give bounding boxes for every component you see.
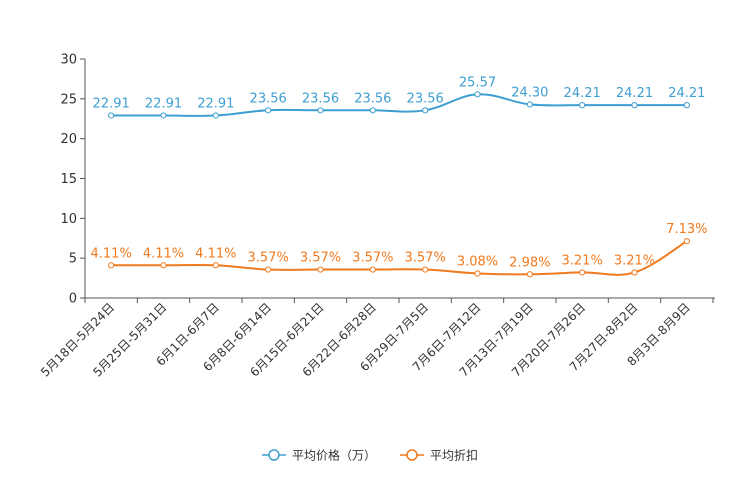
legend-item-1[interactable]: 平均价格（万） [262, 448, 376, 463]
series-2-data-label: 2.98% [509, 255, 550, 270]
y-tick-label: 10 [60, 212, 77, 227]
legend-marker-icon [406, 449, 418, 461]
series-2-point[interactable] [683, 238, 690, 245]
series-2-data-label: 3.08% [457, 254, 498, 269]
series-1-point[interactable] [422, 107, 429, 114]
series-1-point[interactable] [526, 101, 533, 108]
legend-label: 平均折扣 [430, 448, 478, 463]
series-1-data-label: 23.56 [250, 91, 287, 106]
series-2-data-label: 7.13% [666, 222, 707, 237]
series-1-point[interactable] [474, 91, 481, 98]
series-2-point[interactable] [160, 262, 167, 269]
legend-item-2[interactable]: 平均折扣 [400, 448, 478, 463]
series-2-point[interactable] [631, 269, 638, 276]
series-2-data-label: 4.11% [143, 246, 184, 261]
series-1-data-label: 23.56 [302, 91, 339, 106]
series-1-point[interactable] [579, 102, 586, 109]
series-1-point[interactable] [212, 112, 219, 119]
series-2-data-label: 3.21% [562, 253, 603, 268]
series-1-point[interactable] [683, 102, 690, 109]
series-1-data-label: 22.91 [197, 96, 234, 111]
series-2-data-label: 3.57% [352, 251, 393, 266]
y-axis: 0 5 10 15 20 25 30 [60, 53, 86, 307]
series-2-data-label: 4.11% [195, 246, 236, 261]
series-1-data-label: 22.91 [93, 96, 130, 111]
series-2-point[interactable] [108, 262, 115, 269]
series-1-data-label: 23.56 [354, 91, 391, 106]
series-1-point[interactable] [369, 107, 376, 114]
series-2-point[interactable] [422, 266, 429, 273]
series-1-data-label: 24.30 [511, 85, 548, 100]
legend-marker-icon [268, 449, 280, 461]
series-1-data-label: 24.21 [564, 86, 601, 101]
plot-area: 22.91 22.91 22.91 23.56 23.56 23.56 23.56 25.57… [91, 75, 707, 278]
series-1-point[interactable] [160, 112, 167, 119]
y-tick-label: 5 [69, 252, 77, 267]
series-2-point[interactable] [526, 271, 533, 278]
series-2-data-label: 3.57% [405, 251, 446, 266]
series-2-point[interactable] [579, 269, 586, 276]
y-tick-label: 25 [60, 92, 77, 107]
y-tick-label: 20 [60, 132, 77, 147]
series-1-point[interactable] [108, 112, 115, 119]
series-2-point[interactable] [474, 270, 481, 277]
y-tick-label: 15 [60, 172, 77, 187]
series-1-data-label: 23.56 [407, 91, 444, 106]
series-1-point[interactable] [631, 102, 638, 109]
series-2-point[interactable] [265, 266, 272, 273]
series-line-2 [111, 240, 688, 276]
legend-label: 平均价格（万） [292, 448, 376, 463]
series-2-point[interactable] [317, 266, 324, 273]
legend[interactable]: 平均价格（万） 平均折扣 [262, 448, 478, 463]
series-1-point[interactable] [317, 107, 324, 114]
series-2-data-label: 3.57% [248, 251, 289, 266]
series-2-point[interactable] [212, 262, 219, 269]
x-axis: 5月18日-5月24日5月25日-5月31日6月1日-6月7日6月8日-6月14… [38, 297, 715, 380]
series-2-data-label: 3.57% [300, 251, 341, 266]
series-2-data-label: 3.21% [614, 253, 655, 268]
series-2-point[interactable] [369, 266, 376, 273]
series-1-data-label: 25.57 [459, 75, 496, 90]
series-1-data-label: 24.21 [616, 86, 653, 101]
series-1-data-label: 24.21 [668, 86, 705, 101]
series-2-data-label: 4.11% [91, 246, 132, 261]
series-1-data-label: 22.91 [145, 96, 182, 111]
y-tick-label: 0 [69, 292, 77, 307]
series-line-1 [111, 93, 687, 117]
y-tick-label: 30 [60, 53, 77, 68]
series-1-point[interactable] [265, 107, 272, 114]
